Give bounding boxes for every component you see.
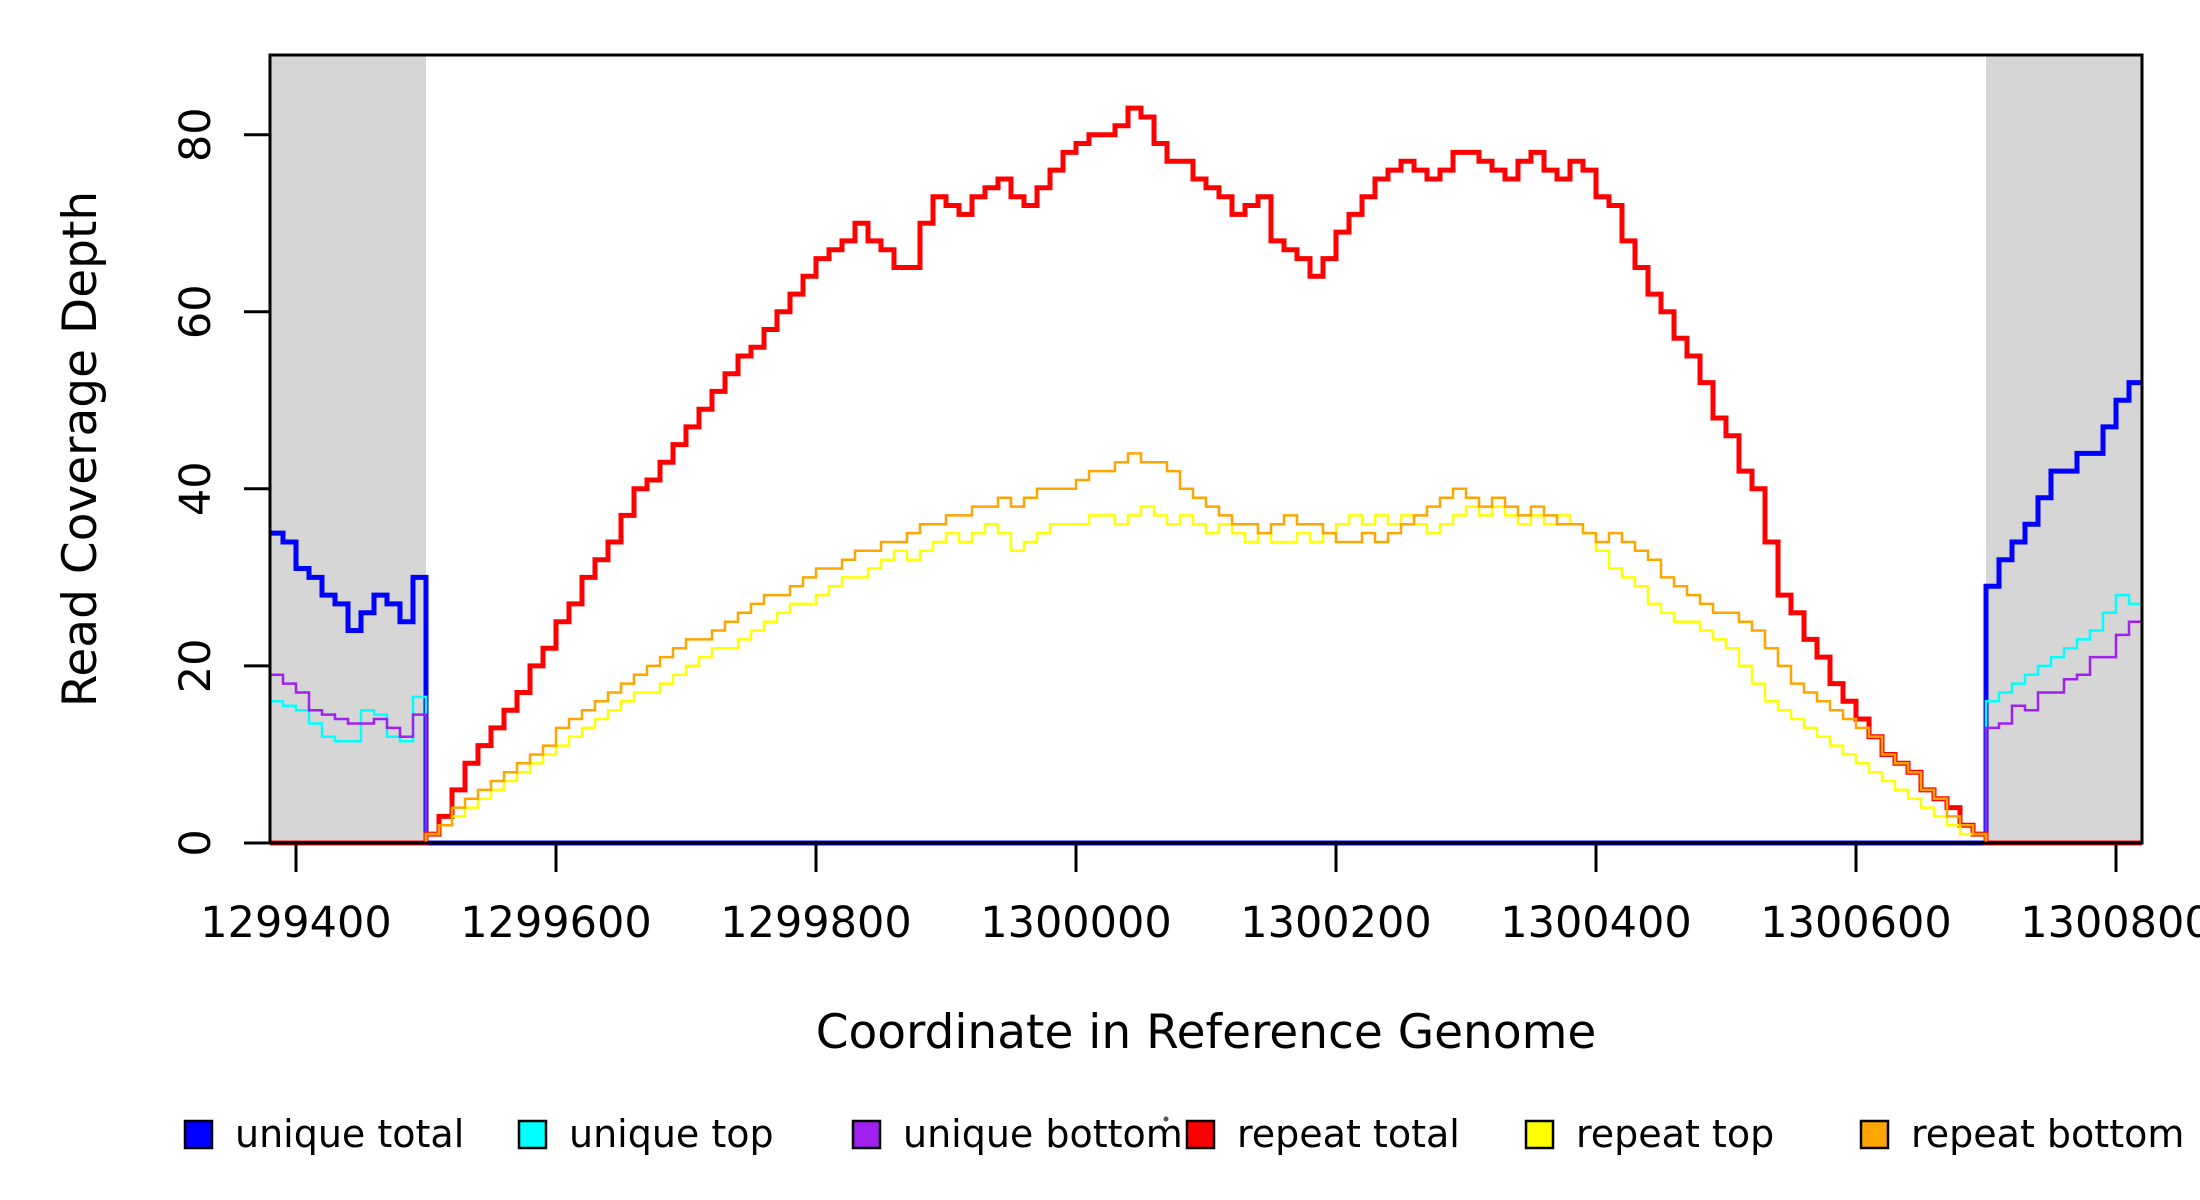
x-tick-label: 1299600 (460, 898, 652, 948)
y-tick-label: 60 (171, 284, 221, 339)
masked-region-shading (270, 55, 2142, 843)
legend-swatch (1185, 1119, 1216, 1150)
legend: unique total unique top unique bottom repea… (183, 1112, 2184, 1156)
y-axis-title: Read Coverage Depth (53, 191, 108, 707)
legend-item-label: unique total (235, 1112, 464, 1156)
legend-item-label: repeat bottom (1911, 1112, 2184, 1156)
x-tick-label: 1300400 (1500, 898, 1692, 948)
legend-item-unique-top: unique top (517, 1112, 774, 1156)
legend-item-label: repeat top (1576, 1112, 1774, 1156)
legend-swatch (1859, 1119, 1890, 1150)
legend-item-repeat-bottom: repeat bottom (1859, 1112, 2184, 1156)
legend-item-label: unique bottom (903, 1112, 1183, 1156)
x-axis-title: Coordinate in Reference Genome (816, 1005, 1597, 1060)
shaded-region (270, 55, 426, 843)
series-line-unique-total (270, 380, 2142, 846)
x-tick-label: 1300600 (1760, 898, 1952, 948)
legend-swatch (1524, 1119, 1555, 1150)
legend-swatch (517, 1119, 548, 1150)
stray-mark (1163, 1116, 1169, 1122)
legend-item-repeat-total: repeat total (1185, 1112, 1460, 1156)
y-tick-label: 20 (171, 639, 221, 694)
series-lines (270, 105, 2142, 846)
legend-swatch (851, 1119, 882, 1150)
legend-item-label: repeat total (1237, 1112, 1460, 1156)
x-tick-label: 1300800 (2020, 898, 2200, 948)
x-tick-label: 1299800 (720, 898, 912, 948)
x-tick-label: 1300000 (980, 898, 1172, 948)
legend-swatch (183, 1119, 214, 1150)
series-line-repeat-top (270, 505, 2142, 845)
plot-border (268, 53, 2144, 845)
y-tick-label: 40 (171, 461, 221, 516)
series-line-repeat-bottom (270, 452, 2142, 845)
x-tick-label: 1300200 (1240, 898, 1432, 948)
series-line-repeat-total (270, 105, 2142, 846)
legend-item-label: unique top (569, 1112, 774, 1156)
y-tick-label: 0 (171, 829, 221, 856)
axes: 1299400 1299600 1299800 1300000 1300200 13004… (171, 107, 2200, 948)
shaded-region (1986, 55, 2142, 843)
x-tick-label: 1299400 (200, 898, 392, 948)
series-line-unique-bottom (270, 620, 2142, 845)
legend-item-repeat-top: repeat top (1524, 1112, 1774, 1156)
legend-item-unique-bottom: unique bottom (851, 1112, 1183, 1156)
legend-item-unique-total: unique total (183, 1112, 464, 1156)
y-tick-label: 80 (171, 107, 221, 162)
